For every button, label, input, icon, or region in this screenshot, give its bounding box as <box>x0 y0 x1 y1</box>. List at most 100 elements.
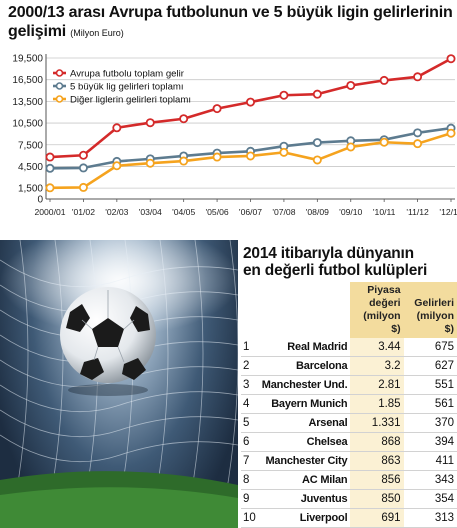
table-row: 4 Bayern Munich 1.85 561 <box>241 394 457 414</box>
data-point <box>212 104 222 114</box>
club-name-cell: Liverpool <box>258 508 351 528</box>
x-tick-label: '05/06 <box>206 207 229 217</box>
table-body: 1 Real Madrid 3.44 675 2 Barcelona 3.2 627 3 Manc… <box>241 338 457 528</box>
market-value-cell: 2.81 <box>350 375 404 395</box>
x-tick-label: '07/08 <box>272 207 295 217</box>
x-tick-label: '10/11 <box>373 207 396 217</box>
club-name-cell: AC Milan <box>258 470 351 490</box>
table-row: 2 Barcelona 3.2 627 <box>241 356 457 376</box>
data-point <box>346 80 356 90</box>
club-name-cell: Arsenal <box>258 413 351 433</box>
header-income: Gelirleri (milyon $) <box>403 282 457 338</box>
data-point <box>45 152 55 162</box>
market-value-cell: 856 <box>350 470 404 490</box>
data-point <box>112 161 122 171</box>
data-point <box>413 139 423 149</box>
header-blank <box>241 282 259 338</box>
income-cell: 313 <box>403 508 457 528</box>
income-cell: 394 <box>403 432 457 452</box>
data-point <box>179 114 189 124</box>
x-tick-label: '02/03 <box>105 207 128 217</box>
income-cell: 343 <box>403 470 457 490</box>
legend-marker <box>55 82 64 90</box>
x-tick-label: '08/09 <box>306 207 329 217</box>
x-tick-label: '11/12 <box>406 207 429 217</box>
data-point <box>312 138 322 148</box>
table-title-line1: 2014 itibarıyla dünyanın <box>243 245 414 262</box>
table-row: 3 Manchester Und. 2.81 551 <box>241 375 457 395</box>
data-point <box>212 152 222 162</box>
y-tick-label: 10,500 <box>12 119 43 130</box>
table-title: 2014 itibarıyla dünyanın en değerli futb… <box>243 245 455 279</box>
club-value-table: Piyasa değeri (milyon $) Gelirleri (milyon … <box>241 282 457 528</box>
chart-series <box>45 54 456 193</box>
data-point <box>78 163 88 173</box>
market-value-cell: 868 <box>350 432 404 452</box>
club-name-cell: Manchester Und. <box>258 375 351 395</box>
data-point <box>446 54 456 64</box>
market-value-cell: 863 <box>350 451 404 471</box>
income-cell: 551 <box>403 375 457 395</box>
data-point <box>413 72 423 82</box>
header-blank-club <box>259 282 351 338</box>
data-point <box>145 118 155 128</box>
market-value-cell: 850 <box>350 489 404 509</box>
y-tick-labels: 01,500 4,500 7,500 10,500 13,500 16,500 19,500 <box>12 54 43 206</box>
data-point <box>279 147 289 157</box>
rank-cell: 7 <box>241 451 259 471</box>
income-cell: 675 <box>403 338 457 357</box>
rank-cell: 8 <box>241 470 259 490</box>
grass-light <box>0 487 238 528</box>
legend-label: Diğer liglerin gelirleri toplamı <box>70 95 191 106</box>
income-cell: 411 <box>403 451 457 471</box>
data-point <box>45 183 55 193</box>
table-row: 6 Chelsea 868 394 <box>241 432 457 452</box>
rank-cell: 4 <box>241 394 259 414</box>
chart-legend: Avrupa futbolu toplam gelir 5 büyük lig g… <box>53 69 191 106</box>
header-market-value: Piyasa değeri (milyon $) <box>350 282 404 338</box>
data-point <box>45 163 55 173</box>
data-point <box>78 150 88 160</box>
table-title-line2: en değerli futbol kulüpleri <box>243 262 428 279</box>
y-tick-label: 7,500 <box>18 140 43 151</box>
club-name-cell: Bayern Munich <box>258 394 351 414</box>
table-row: 9 Juventus 850 354 <box>241 489 457 509</box>
header-income-line1: Gelirleri <box>414 297 454 309</box>
legend-label: 5 büyük lig gelirleri toplamı <box>70 82 184 93</box>
rank-cell: 3 <box>241 375 259 395</box>
club-name-cell: Real Madrid <box>258 338 351 357</box>
club-name-cell: Chelsea <box>258 432 351 452</box>
chart-title: 2000/13 arası Avrupa futbolunun ve 5 büy… <box>8 3 453 43</box>
market-value-cell: 3.2 <box>350 356 404 376</box>
y-tick-label: 13,500 <box>12 97 43 108</box>
data-point <box>145 158 155 168</box>
revenue-line-chart: 01,500 4,500 7,500 10,500 13,500 16,500 19,500… <box>12 54 457 218</box>
x-tick-label: '09/10 <box>339 207 362 217</box>
rank-cell: 9 <box>241 489 259 509</box>
table-row: 1 Real Madrid 3.44 675 <box>241 338 457 357</box>
data-point <box>379 75 389 85</box>
x-tick-labels: 2000/01 '01/02 '02/03 '03/04 '04/05 '05/06 '06… <box>34 199 457 217</box>
x-tick-label: '03/04 <box>139 207 162 217</box>
data-point <box>279 90 289 100</box>
chart-unit: (Milyon Euro) <box>70 28 124 38</box>
y-tick-label: 1,500 <box>18 184 43 195</box>
y-tick-label: 16,500 <box>12 75 43 86</box>
data-point <box>446 128 456 138</box>
table-header-row: Piyasa değeri (milyon $) Gelirleri (milyon … <box>241 282 457 338</box>
income-cell: 370 <box>403 413 457 433</box>
income-cell: 561 <box>403 394 457 414</box>
stadium-football-photo <box>0 240 238 528</box>
table-row: 5 Arsenal 1.331 370 <box>241 413 457 433</box>
football-icon <box>60 287 156 383</box>
legend-marker <box>55 69 64 77</box>
table-row: 7 Manchester City 863 411 <box>241 451 457 471</box>
legend-label: Avrupa futbolu toplam gelir <box>70 69 185 80</box>
income-cell: 627 <box>403 356 457 376</box>
rank-cell: 2 <box>241 356 259 376</box>
series-line <box>49 131 452 190</box>
market-value-cell: 1.85 <box>350 394 404 414</box>
market-value-cell: 3.44 <box>350 338 404 357</box>
light-glow <box>0 240 238 335</box>
